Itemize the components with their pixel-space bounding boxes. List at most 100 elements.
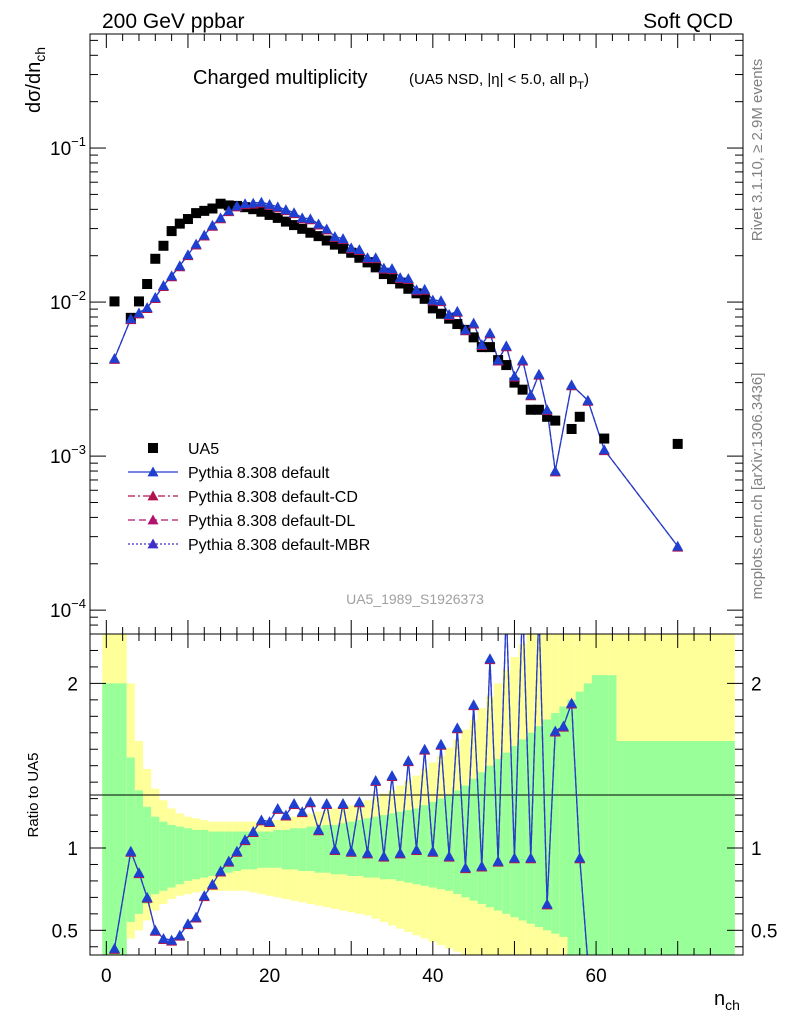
ratio-default-point bbox=[255, 814, 267, 825]
mc-default-point bbox=[337, 233, 349, 244]
chart-subtitle-main: (UA5 NSD, |η| < 5.0, all p bbox=[409, 71, 577, 88]
ratio-band-green bbox=[583, 683, 592, 955]
mc-default-point bbox=[313, 218, 325, 229]
ratio-band-green bbox=[387, 813, 397, 880]
legend-marker-triangle bbox=[147, 466, 159, 477]
mc-default-point bbox=[296, 212, 308, 223]
ratio-default-point bbox=[370, 775, 382, 785]
ua5-data-point bbox=[313, 231, 324, 242]
legend-marker-square bbox=[148, 443, 158, 453]
ua5-data-point bbox=[403, 283, 414, 294]
mc-default-point bbox=[345, 242, 357, 253]
ratio-band-green bbox=[102, 683, 127, 955]
ua5-data-point bbox=[672, 438, 683, 449]
mc-default-point bbox=[500, 340, 512, 351]
x-axis-title-main: n bbox=[714, 988, 725, 1010]
ua5-data-point bbox=[133, 296, 144, 307]
legend-item: Pythia 8.308 default-DL bbox=[128, 513, 355, 530]
y-tick-base: 10 bbox=[50, 447, 71, 468]
ratio-y-tick-label-right: 1 bbox=[751, 839, 762, 860]
ratio-band-green bbox=[224, 831, 233, 873]
mc-default-point bbox=[427, 294, 439, 305]
legend-marker-triangle bbox=[147, 490, 159, 501]
ua5-data-point bbox=[419, 293, 430, 304]
ua5-data-point bbox=[542, 411, 553, 422]
ratio-band-green bbox=[575, 691, 584, 955]
ratio-band-green bbox=[526, 732, 535, 924]
mc-default-point bbox=[402, 273, 414, 284]
mc-default-point bbox=[174, 260, 186, 271]
mc-default-point bbox=[247, 197, 259, 208]
ua5-data-point bbox=[338, 243, 349, 254]
ua5-data-point bbox=[158, 240, 169, 251]
ratio-default-point bbox=[337, 798, 349, 808]
ratio-band-green bbox=[420, 805, 429, 886]
ratio-default-point bbox=[206, 878, 218, 889]
ua5-data-point bbox=[305, 227, 316, 238]
ratio-band-green bbox=[551, 713, 560, 934]
legend: UA5 Pythia 8.308 default Pythia 8.308 defa… bbox=[128, 441, 370, 554]
ratio-default-point bbox=[329, 844, 341, 855]
ua5-data-point bbox=[574, 411, 585, 422]
mc-default-point bbox=[443, 309, 455, 319]
ratio-y-tick-label: 2 bbox=[67, 674, 78, 695]
x-tick-label: 20 bbox=[259, 966, 280, 987]
ratio-default-point bbox=[288, 798, 300, 808]
mc-default-point bbox=[198, 229, 210, 240]
ratio-default-point bbox=[149, 924, 161, 935]
ratio-default-point bbox=[541, 898, 553, 909]
ratio-default-point bbox=[313, 824, 325, 835]
mc-default-point bbox=[215, 212, 227, 223]
ua5-data-point bbox=[207, 203, 218, 214]
ratio-frame bbox=[89, 633, 744, 956]
mc-default-point bbox=[492, 354, 504, 365]
mc-default-point bbox=[329, 231, 341, 242]
ratio-band-green bbox=[257, 831, 266, 868]
ratio-band-green bbox=[338, 823, 348, 875]
ua5-data-point bbox=[264, 209, 275, 220]
ratio-default-point bbox=[141, 891, 153, 902]
ua5-data-point bbox=[166, 226, 177, 237]
ratio-default-point bbox=[198, 890, 210, 901]
mc-default-point bbox=[321, 223, 333, 234]
ratio-default-point bbox=[459, 862, 471, 873]
ratio-default-point bbox=[525, 852, 537, 863]
mc-default-point bbox=[476, 339, 488, 349]
ratio-band-green bbox=[355, 820, 364, 876]
mc-default-point bbox=[182, 249, 194, 260]
ratio-y-tick-label: 1 bbox=[67, 839, 78, 860]
ratio-band-green bbox=[371, 816, 380, 878]
ua5-data-point bbox=[297, 223, 308, 234]
ua5-data-point bbox=[215, 198, 226, 209]
mc-default-point bbox=[190, 238, 202, 249]
mc-default-point bbox=[166, 270, 178, 281]
mc-default-point bbox=[468, 317, 480, 328]
ratio-band-green bbox=[518, 739, 527, 921]
ratio-band-green bbox=[134, 790, 144, 914]
legend-marker-triangle bbox=[147, 514, 159, 525]
ratio-default-point bbox=[402, 755, 414, 766]
ua5-data-point bbox=[256, 206, 267, 217]
ratio-plot-panel: 0.5 0.51 12 20 20 40 60 Ratio to UA5 nch bbox=[25, 633, 777, 1013]
ratio-y-tick-label: 0.5 bbox=[52, 921, 78, 942]
ratio-default-point bbox=[378, 850, 390, 861]
ratio-band-green bbox=[241, 831, 250, 870]
ratio-band-green bbox=[502, 752, 511, 914]
ua5-data-point bbox=[427, 303, 438, 314]
ratio-band-green bbox=[567, 699, 576, 955]
mc-default-point bbox=[533, 368, 545, 379]
ratio-default-point bbox=[476, 860, 488, 871]
ratio-band-green bbox=[298, 828, 307, 872]
main-plot-panel: 10−410−310−210−1 Charged multiplicity (U… bbox=[23, 33, 744, 635]
ratio-band-green bbox=[559, 706, 568, 937]
ratio-default-point bbox=[190, 911, 202, 922]
y-axis-title-main: dσ/dn bbox=[23, 62, 45, 113]
mc-default-point bbox=[508, 370, 520, 381]
ua5-data-point bbox=[142, 279, 153, 290]
main-data-layer bbox=[108, 196, 684, 552]
ratio-default-point bbox=[549, 725, 561, 736]
ratio-band-green bbox=[453, 790, 462, 895]
mc-default-point bbox=[264, 198, 276, 209]
ua5-data-point bbox=[354, 252, 365, 263]
